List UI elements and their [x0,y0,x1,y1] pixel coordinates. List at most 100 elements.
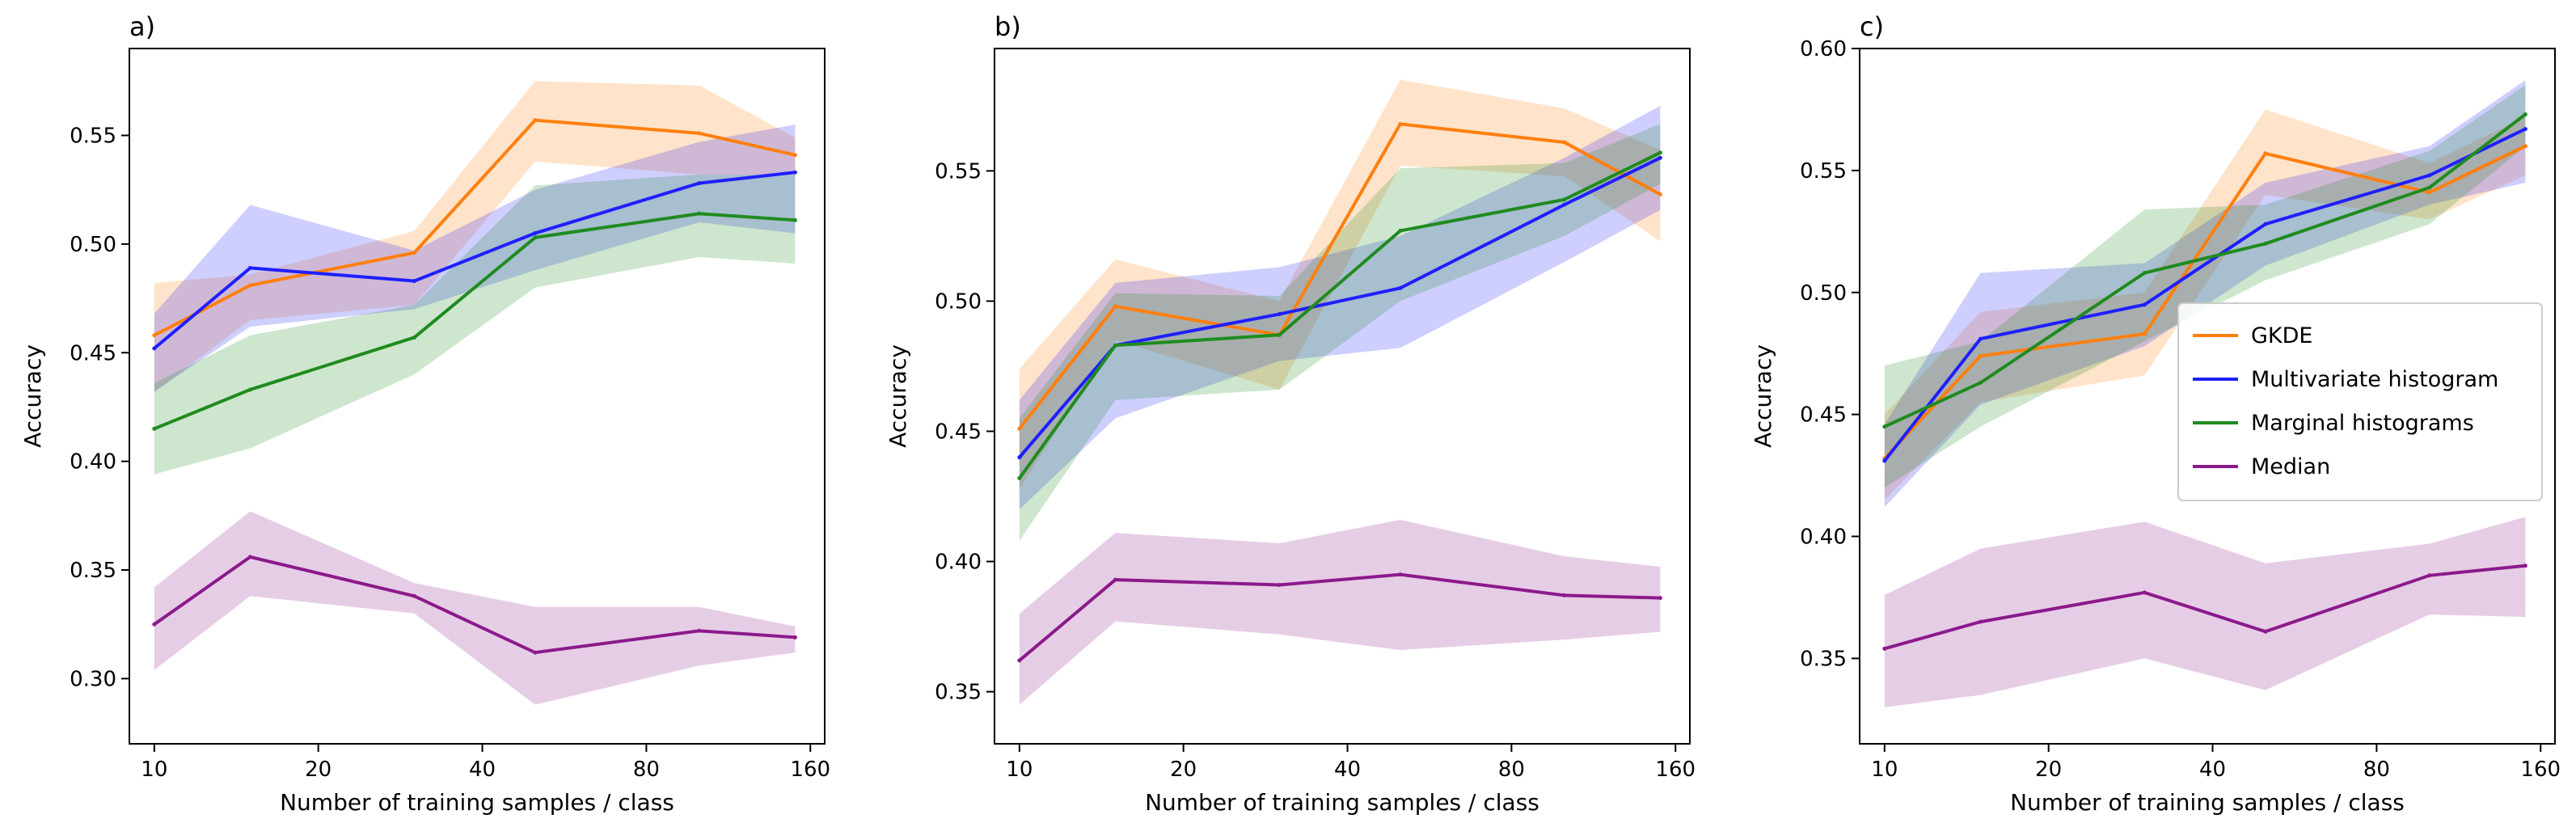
series-line-1-0 [1018,122,1662,430]
x-tick-label-0-2: 40 [469,758,496,782]
chart-panel-0: 10 20 40 80 160 0.30 0.35 0.40 0.45 0.50 0.55 Numbe… [19,11,830,816]
data-point-0-0-3 [533,118,538,123]
data-point-1-0-5 [1658,192,1662,196]
y-tick-label-1-3: 0.50 [935,289,982,314]
series-line-2-1 [1883,127,2527,462]
data-point-1-2-0 [1017,475,1022,480]
data-point-0-2-3 [533,235,538,240]
legend-frame [2177,302,2543,501]
data-point-1-3-1 [1113,577,1117,582]
data-point-1-0-4 [1562,140,1567,145]
data-point-2-3-5 [2523,564,2527,568]
data-point-2-0-3 [2263,151,2268,156]
data-point-2-2-1 [1978,380,1983,385]
data-point-0-0-0 [152,333,157,338]
data-point-0-2-5 [792,217,797,222]
band-2-2 [1884,85,2526,488]
y-tick-label-2-0: 0.35 [1800,647,1847,671]
y-tick-label-0-1: 0.35 [70,559,116,583]
data-point-1-0-3 [1398,121,1403,126]
data-point-0-2-4 [697,211,702,216]
series-line-1-3 [1018,572,1661,662]
x-tick-label-1-2: 40 [1334,758,1361,782]
y-axis-label-1: Accuracy [885,344,911,448]
data-point-2-0-5 [2523,144,2527,149]
x-tick-label-0-0: 10 [141,758,167,782]
x-axis-label-0: Number of training samples / class [280,789,674,816]
band-1-0 [1019,79,1661,489]
data-point-2-0-2 [2142,331,2147,336]
data-point-0-3-3 [533,650,538,655]
data-point-0-2-2 [412,335,416,340]
band-0-3 [154,511,796,705]
y-tick-label-2-4: 0.55 [1800,159,1847,184]
data-point-0-0-1 [247,283,252,288]
x-tick-label-1-1: 20 [1170,758,1197,782]
data-point-0-0-2 [412,251,416,255]
x-tick-label-2-3: 80 [2363,758,2390,782]
data-point-2-1-2 [2142,302,2147,307]
y-tick-label-0-3: 0.45 [70,341,116,365]
band-2-1 [1884,80,2526,508]
series-line-1-2 [1018,151,1662,479]
data-point-2-3-1 [1978,619,1983,624]
y-tick-label-2-5: 0.60 [1800,37,1847,61]
data-point-0-1-4 [697,181,702,186]
data-point-0-3-0 [152,622,157,627]
chart-panel-1: 10 20 40 80 160 0.35 0.40 0.45 0.50 0.55 Number of… [885,11,1696,816]
data-point-2-2-3 [2263,241,2268,246]
band-1-1 [1019,105,1661,510]
data-point-2-1-4 [2427,173,2432,178]
axes-frame-2 [1859,48,2556,745]
y-axis-label-0: Accuracy [19,344,46,448]
series-line-0-0 [153,118,796,337]
data-point-1-2-4 [1562,197,1567,202]
legend-label-2: Marginal histograms [2251,411,2474,436]
x-tick-label-0-3: 80 [633,758,660,782]
data-point-1-1-5 [1658,155,1662,160]
data-point-2-2-2 [2142,271,2147,276]
band-2-0 [1884,109,2526,500]
chart-panel-2: 10 20 40 80 160 0.35 0.40 0.45 0.50 0.55 0.60 Numbe… [1750,11,2561,816]
legend-label-3: Median [2251,454,2330,479]
y-tick-label-0-4: 0.50 [70,233,116,257]
series-line-2-2 [1884,112,2527,428]
band-1-3 [1019,519,1661,705]
data-point-0-3-2 [412,593,416,598]
y-tick-label-0-2: 0.40 [70,450,116,475]
x-tick-label-1-3: 80 [1498,758,1525,782]
x-tick-label-1-0: 10 [1006,758,1033,782]
panel-title-0: a) [129,11,155,42]
data-point-2-2-0 [1882,424,1887,429]
data-point-2-3-3 [2263,629,2268,634]
data-point-1-3-3 [1398,572,1403,577]
data-point-1-3-4 [1562,593,1567,597]
data-point-0-1-0 [152,346,157,351]
data-point-1-2-1 [1113,343,1117,348]
data-point-0-0-4 [697,131,702,136]
data-point-1-2-5 [1658,150,1662,155]
x-tick-label-0-1: 20 [305,758,332,782]
data-point-1-2-2 [1277,332,1282,337]
data-point-1-2-3 [1398,228,1403,233]
data-point-1-3-5 [1658,596,1662,601]
series-line-0-2 [154,212,796,431]
y-tick-label-2-3: 0.50 [1800,281,1847,306]
series-line-0-3 [153,555,796,655]
data-point-0-3-1 [247,555,252,559]
y-tick-label-2-2: 0.45 [1800,403,1847,428]
y-tick-label-1-2: 0.45 [935,420,982,444]
data-point-1-1-4 [1562,202,1567,207]
data-point-0-1-5 [792,170,797,175]
y-tick-label-1-1: 0.40 [935,551,982,575]
data-point-0-3-4 [697,628,702,633]
y-tick-label-0-0: 0.30 [70,667,116,691]
data-point-0-1-1 [247,265,252,270]
data-point-2-1-0 [1882,458,1887,463]
x-tick-label-1-4: 160 [1655,758,1696,782]
data-point-2-2-5 [2523,112,2527,116]
x-tick-label-0-4: 160 [790,758,830,782]
y-tick-label-2-1: 0.40 [1800,526,1847,550]
